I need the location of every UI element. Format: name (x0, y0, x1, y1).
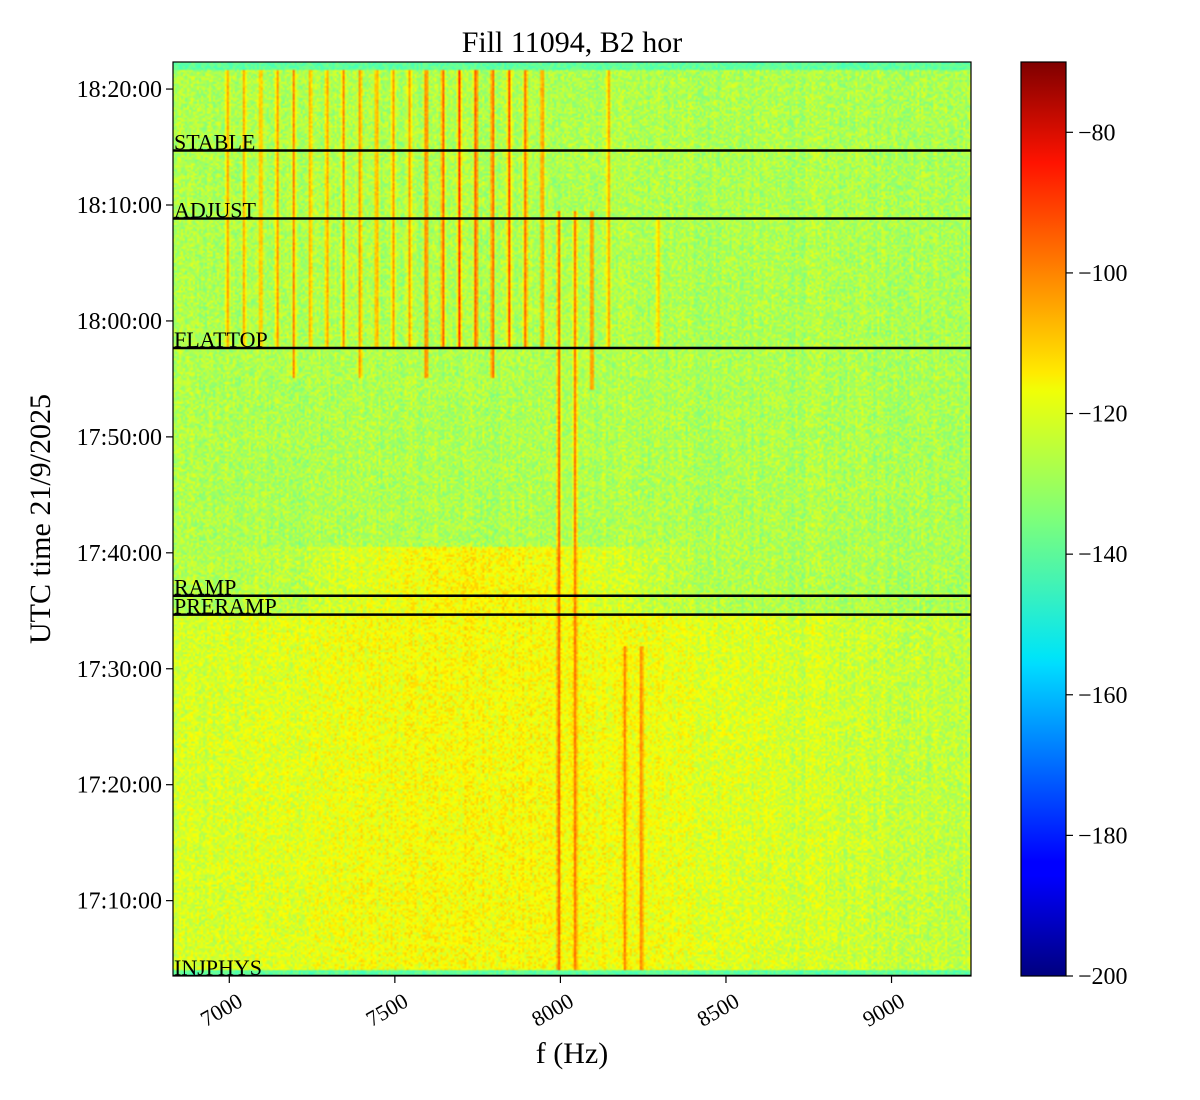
beam-mode-label-stable: STABLE (174, 130, 255, 155)
colorbar-tick-label: −140 (1078, 542, 1128, 568)
x-tick-label: 7000 (196, 988, 247, 1032)
plot-frame (172, 61, 972, 977)
colorbar-tick-label: −160 (1078, 683, 1128, 709)
beam-mode-label-flattop: FLATTOP (174, 327, 268, 352)
y-tick-label: 18:20:00 (77, 77, 162, 103)
colorbar-tick-label: −100 (1078, 261, 1128, 287)
x-axis-label: f (Hz) (536, 1037, 608, 1070)
y-tick-label: 18:10:00 (77, 193, 162, 219)
beam-mode-label-preramp: PRERAMP (174, 594, 277, 619)
y-tick-label: 17:30:00 (77, 657, 162, 683)
y-tick-label: 17:20:00 (77, 773, 162, 799)
y-tick-label: 17:40:00 (77, 541, 162, 567)
colorbar-tick-label: −180 (1078, 823, 1128, 849)
colorbar-tick-label: −80 (1078, 120, 1116, 146)
y-tick-label: 18:00:00 (77, 309, 162, 335)
x-tick-label: 8500 (693, 988, 744, 1032)
x-tick-label: 9000 (858, 988, 909, 1032)
y-axis-label: UTC time 21/9/2025 (24, 394, 57, 644)
y-tick-label: 17:10:00 (77, 889, 162, 915)
x-axis: 7000 7500 8000 8500 9000 (196, 976, 909, 1032)
colorbar-tick-label: −200 (1078, 964, 1128, 990)
colorbar: −200 −180 −160 −140 −120 −100 −80 (1020, 61, 1128, 990)
y-axis: 17:10:00 17:20:00 17:30:00 17:40:00 17:50:00… (77, 77, 173, 915)
beam-mode-label-ramp: RAMP (174, 575, 236, 600)
colorbar-tick-label: −120 (1078, 402, 1128, 428)
spectrogram-heatmap (173, 62, 971, 976)
x-tick-label: 7500 (362, 988, 413, 1032)
x-tick-label: 8000 (527, 988, 578, 1032)
colorbar-gradient (1020, 61, 1067, 977)
colorbar-ticks: −200 −180 −160 −140 −120 −100 −80 (1066, 120, 1128, 990)
beam-mode-label-adjust: ADJUST (174, 198, 256, 223)
chart-title: Fill 11094, B2 hor (462, 26, 683, 59)
beam-mode-label-injphys: INJPHYS (174, 955, 262, 980)
y-tick-label: 17:50:00 (77, 425, 162, 451)
